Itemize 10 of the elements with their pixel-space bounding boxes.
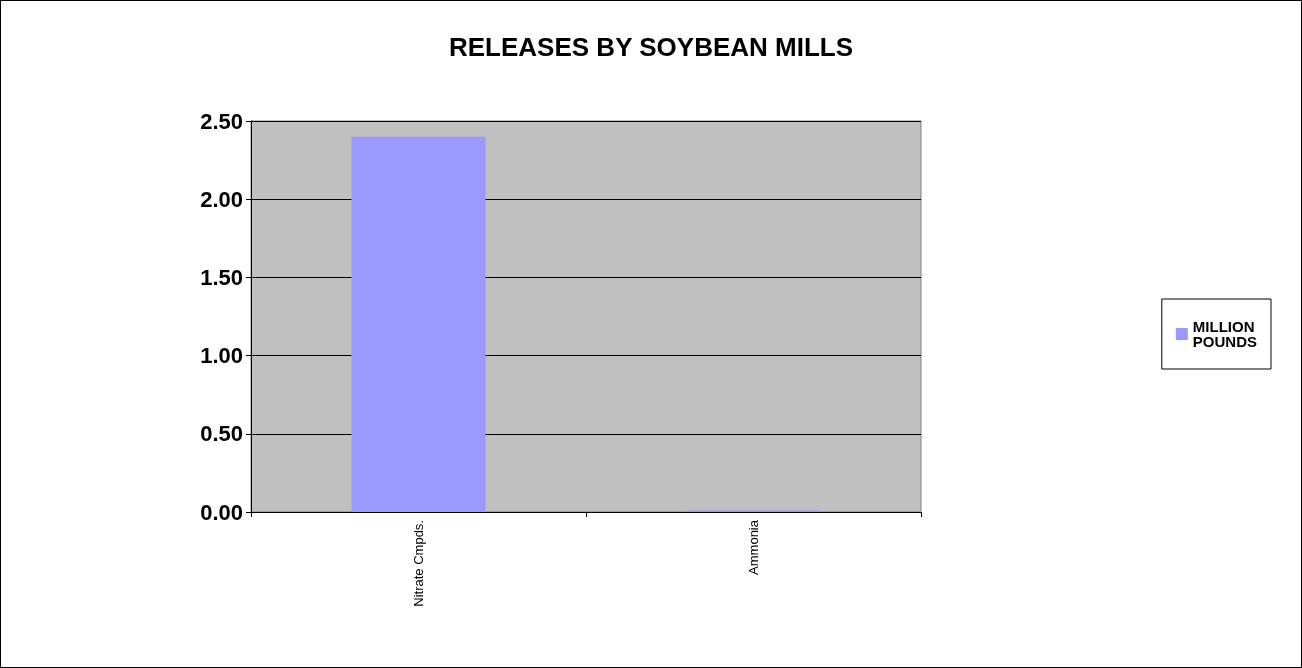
y-tick-label: 0.00 [200,499,243,525]
chart-title: RELEASES BY SOYBEAN MILLS [448,32,854,62]
y-tick-label: 1.50 [200,264,243,290]
x-tick-label: Ammonia [746,519,761,575]
y-tick-label: 0.50 [200,421,243,447]
y-tick-label: 2.50 [200,108,243,134]
y-tick-label: 2.00 [200,186,243,212]
legend-label: MILLION POUNDS [1192,318,1258,350]
y-tick-label: 1.00 [200,343,243,369]
x-tick-label: Nitrate Cmpds. [411,520,426,607]
